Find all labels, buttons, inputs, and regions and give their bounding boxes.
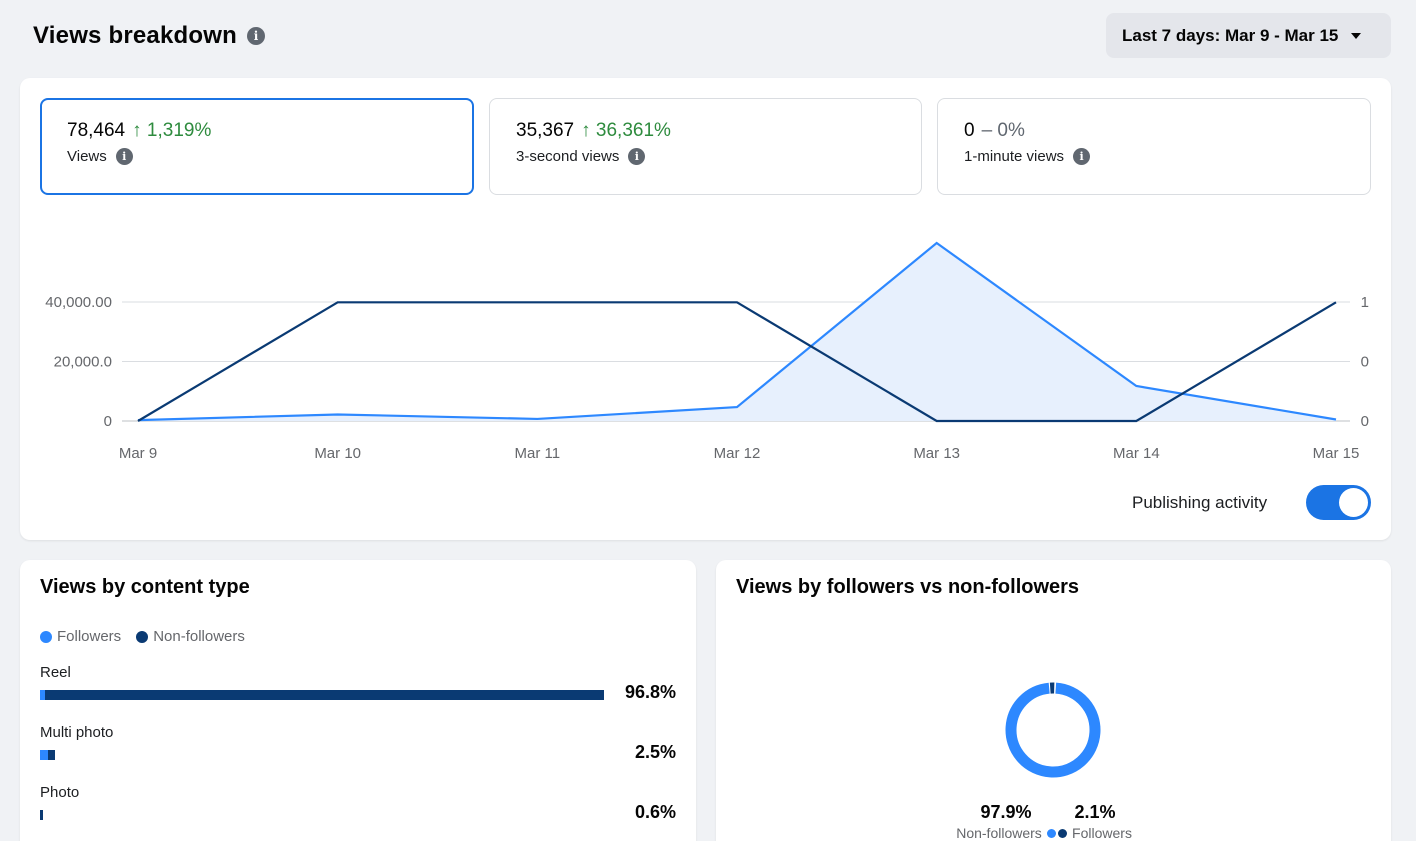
content-type-name: Reel — [40, 664, 71, 681]
followers-dot-icon — [40, 630, 52, 643]
legend: Followers Non-followers — [40, 628, 260, 645]
legend-item-followers: Followers — [40, 628, 121, 645]
content-type-row: Photo 0.6% — [40, 784, 676, 822]
x-tick-label: Mar 9 — [119, 445, 157, 462]
card-title: Views by content type — [40, 576, 250, 598]
segment-value: 97.9% — [980, 802, 1032, 822]
non-followers-dot-icon — [136, 630, 149, 643]
metric-label: Views — [67, 148, 107, 165]
publishing-activity-toggle[interactable] — [1306, 485, 1371, 520]
metric-change: – 0% — [981, 120, 1025, 141]
metric-value: 0 — [964, 120, 975, 141]
x-tick-label: Mar 11 — [515, 445, 561, 462]
content-type-percent: 96.8% — [624, 682, 676, 702]
non-followers-bar-segment — [40, 810, 43, 820]
followers-bar-segment — [40, 750, 48, 760]
followers-dot-icon — [1058, 828, 1068, 838]
date-range-label: Last 7 days: Mar 9 - Mar 15 — [1122, 25, 1339, 45]
info-icon[interactable]: i — [628, 148, 646, 165]
x-tick-label: Mar 14 — [1113, 445, 1160, 462]
views-area-fill — [138, 243, 1336, 421]
views-line-chart: 0 0 20,000.0 0 40,000.00 1 Mar 9 Mar 10 Mar 11 Ma… — [45, 241, 1369, 462]
caret-down-icon — [1351, 32, 1362, 39]
card-title: Views by followers vs non-followers — [736, 576, 1080, 598]
metric-value: 78,464 — [67, 120, 126, 141]
x-tick-label: Mar 12 — [714, 445, 761, 462]
publishing-activity-label: Publishing activity — [1132, 493, 1268, 512]
x-tick-label: Mar 13 — [913, 445, 960, 462]
metric-value: 35,367 — [516, 120, 575, 141]
y-left-tick-label: 40,000.00 — [45, 294, 112, 311]
legend-label: Followers — [57, 628, 122, 645]
info-icon[interactable]: i — [115, 148, 133, 165]
content-type-row: Reel 96.8% — [40, 664, 676, 702]
metric-views[interactable]: 78,464 ↑ 1,319% Views i — [40, 98, 474, 195]
metric-1-minute-views[interactable]: 0 – 0% 1-minute views i — [937, 98, 1371, 195]
content-type-name: Multi photo — [40, 724, 114, 741]
segment-value: 2.1% — [1074, 802, 1116, 822]
content-type-bar — [40, 810, 43, 820]
legend-item-non-followers: Non-followers — [136, 628, 245, 645]
non-followers-bar-segment — [48, 750, 55, 760]
y-right-tick-label: 0 — [1361, 413, 1369, 430]
info-icon[interactable]: i — [1073, 148, 1091, 165]
non-followers-bar-segment — [45, 690, 604, 700]
x-tick-label: Mar 10 — [314, 445, 361, 462]
toggle-knob — [1339, 488, 1368, 517]
info-icon[interactable]: i — [246, 27, 265, 45]
segment-label: Non-followers — [956, 825, 1042, 841]
y-left-tick-label: 20,000.0 — [54, 354, 112, 371]
followers-donut-chart — [1005, 682, 1101, 778]
content-type-name: Photo — [40, 784, 80, 801]
content-type-percent: 2.5% — [634, 742, 676, 762]
metric-3-second-views[interactable]: 35,367 ↑ 36,361% 3-second views i — [489, 98, 922, 195]
x-tick-label: Mar 15 — [1313, 445, 1360, 462]
metric-label: 1-minute views — [964, 148, 1065, 165]
donut-segment-non-followers — [1005, 682, 1101, 778]
page-header: Views breakdown i — [33, 22, 265, 50]
y-right-tick-label: 0 — [1361, 354, 1369, 371]
content-type-percent: 0.6% — [634, 802, 676, 822]
content-type-bar — [40, 690, 604, 700]
content-type-card: Views by content type Followers Non-foll… — [20, 560, 696, 841]
legend-label: Non-followers — [153, 628, 245, 645]
views-chart-card: 78,464 ↑ 1,319% Views i 35,367 ↑ 36,361% 3-… — [20, 78, 1391, 540]
followers-split-card: Views by followers vs non-followers 97.9… — [716, 560, 1391, 841]
publishing-activity-line — [137, 301, 1337, 423]
date-range-dropdown[interactable]: Last 7 days: Mar 9 - Mar 15 — [1106, 13, 1391, 58]
y-left-tick-label: 0 — [104, 413, 112, 430]
content-type-row: Multi photo 2.5% — [40, 724, 676, 762]
metric-label: 3-second views — [516, 148, 620, 165]
y-right-tick-label: 1 — [1361, 294, 1369, 311]
donut-label-non-followers: 97.9% Non-followers — [916, 802, 1096, 841]
segment-label: Followers — [1072, 825, 1132, 841]
views-series-line — [137, 241, 1337, 422]
non-followers-dot-icon — [1046, 828, 1056, 838]
metric-change: ↑ 36,361% — [581, 120, 671, 141]
content-type-bar — [40, 750, 55, 760]
page-title: Views breakdown — [33, 22, 237, 49]
donut-label-followers: 2.1% Followers — [1036, 802, 1154, 841]
followers-bar-segment — [40, 690, 45, 700]
metric-change: ↑ 1,319% — [132, 120, 212, 141]
